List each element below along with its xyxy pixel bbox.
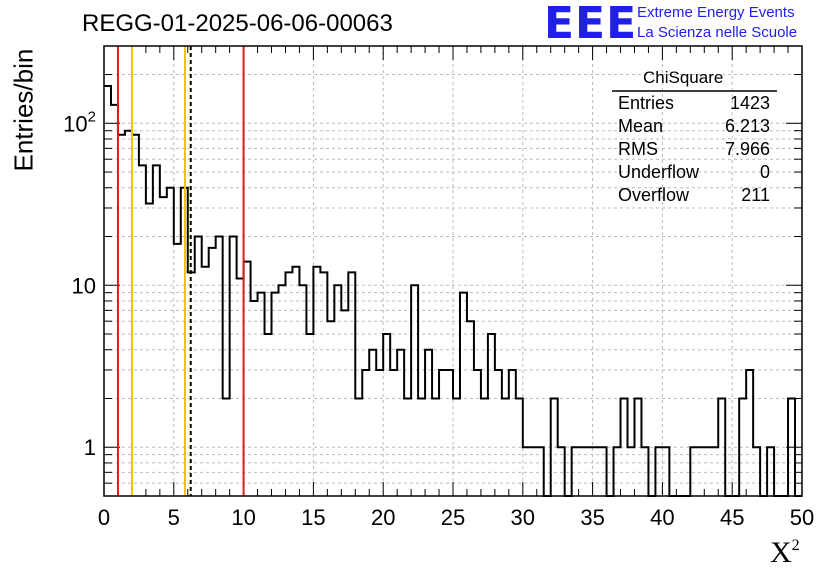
x-tick-label: 35 <box>580 505 604 530</box>
histogram-series <box>104 84 802 497</box>
stats-row-underflow: Underflow 0 <box>618 162 770 182</box>
stats-row-entries: Entries 1423 <box>618 93 770 113</box>
plot-frame <box>103 45 803 497</box>
x-tick-label: 30 <box>511 505 535 530</box>
chart-title: REGG-01-2025-06-06-00063 <box>82 10 393 37</box>
eee-logo: EEE <box>544 0 638 49</box>
stats-row-overflow: Overflow 211 <box>618 185 770 205</box>
stats-row-mean: Mean 6.213 <box>618 116 770 136</box>
x-tick-label: 25 <box>441 505 465 530</box>
stats-row-rms: RMS 7.966 <box>618 139 770 159</box>
y-tick-label: 102 <box>63 108 96 136</box>
logo-tagline-2: La Scienza nelle Scuole <box>637 24 798 41</box>
stats-box-title: ChiSquare <box>643 68 724 87</box>
x-tick-label: 5 <box>168 505 180 530</box>
x-tick-label: 50 <box>790 505 814 530</box>
y-tick-label: 10 <box>72 273 96 298</box>
y-tick-label: 1 <box>84 435 96 460</box>
y-axis-label: Entries/bin <box>8 48 39 172</box>
x-tick-label: 10 <box>231 505 255 530</box>
x-tick-label: 20 <box>371 505 395 530</box>
x-tick-label: 45 <box>720 505 744 530</box>
x-tick-label: 15 <box>301 505 325 530</box>
x-axis-label: X2 <box>770 536 800 569</box>
logo-tagline-1: Extreme Energy Events <box>637 4 795 21</box>
x-tick-label: 40 <box>650 505 674 530</box>
x-tick-label: 0 <box>98 505 110 530</box>
